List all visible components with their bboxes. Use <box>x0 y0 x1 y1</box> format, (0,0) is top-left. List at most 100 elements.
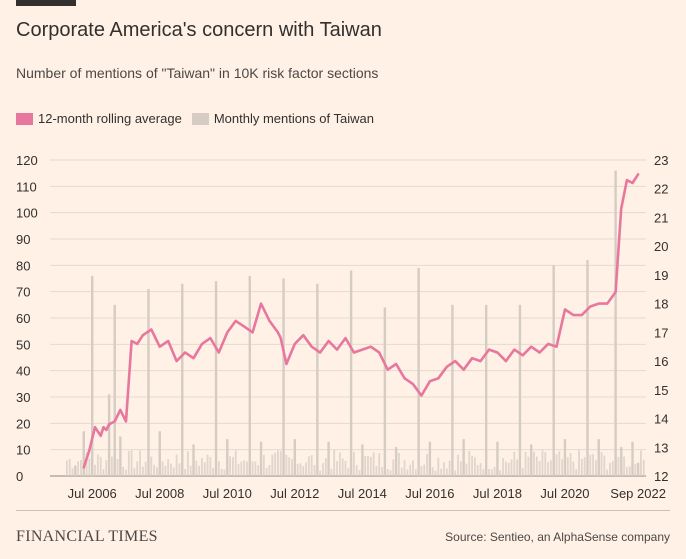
monthly-bar-minor <box>575 469 578 476</box>
monthly-bar-minor <box>161 461 164 476</box>
monthly-bar-minor <box>589 454 592 476</box>
monthly-bar-minor <box>606 469 609 476</box>
legend-item-rolling: 12-month rolling average <box>16 111 182 126</box>
monthly-bar-minor <box>77 461 80 476</box>
monthly-bar-minor <box>642 459 645 476</box>
monthly-bar-minor <box>136 461 139 476</box>
monthly-bar-minor <box>305 462 307 476</box>
legend: 12-month rolling average Monthly mention… <box>16 111 384 126</box>
monthly-bar-minor <box>324 458 327 476</box>
rolling-line-group <box>82 173 640 469</box>
monthly-bar-minor <box>189 465 192 476</box>
monthly-bar <box>614 170 617 476</box>
y-right-tick-label: 21 <box>654 210 668 225</box>
monthly-bar-minor <box>150 456 153 476</box>
monthly-bar-minor <box>88 458 91 476</box>
monthly-bar <box>181 283 184 476</box>
y-right-tick-label: 15 <box>654 383 668 398</box>
legend-label-rolling: 12-month rolling average <box>38 111 182 126</box>
monthly-bar-minor <box>217 461 220 476</box>
monthly-bar-minor <box>130 450 133 476</box>
monthly-bar-minor <box>454 470 457 476</box>
y-left-tick-label: 100 <box>16 206 38 221</box>
x-tick-label: Jul 2012 <box>270 486 319 501</box>
monthly-bar-minor <box>507 462 510 476</box>
chart-title: Corporate America's concern with Taiwan <box>16 19 382 41</box>
monthly-bar-minor <box>437 457 440 476</box>
monthly-bar-minor <box>533 451 535 476</box>
monthly-bar-minor <box>330 468 333 476</box>
monthly-bar-minor <box>285 454 288 476</box>
monthly-bar-minor <box>375 465 378 476</box>
monthly-bar-minor <box>420 465 423 476</box>
monthly-bar-minor <box>499 470 502 476</box>
monthly-bar <box>214 281 218 476</box>
monthly-bar-minor <box>611 460 614 476</box>
monthly-bar-minor <box>94 464 96 476</box>
monthly-bar <box>107 394 111 476</box>
monthly-bar-minor <box>527 456 530 476</box>
monthly-bar-minor <box>440 468 443 476</box>
monthly-bar-minor <box>122 467 125 476</box>
monthly-bar-minor <box>268 465 271 476</box>
monthly-bar-minor <box>617 456 620 476</box>
monthly-bar-minor <box>198 465 201 476</box>
x-tick-label: Jul 2014 <box>338 486 387 501</box>
monthly-bar-minor <box>476 465 479 476</box>
monthly-bar-minor <box>431 467 434 476</box>
monthly-bars <box>65 170 645 476</box>
chart-canvas: 0 10 20 30 40 50 60 70 80 90 100 110 120 12 13 14 15 16 17… <box>16 153 668 501</box>
monthly-bar-minor <box>600 452 603 476</box>
monthly-bar-minor <box>206 454 209 476</box>
monthly-bar-minor <box>479 463 482 476</box>
monthly-bar-minor <box>277 450 279 476</box>
monthly-bar-minor <box>381 467 383 476</box>
monthly-bar-minor <box>623 456 625 476</box>
legend-item-monthly: Monthly mentions of Taiwan <box>191 111 374 126</box>
source-note: Source: Sentieo, an AlphaSense company <box>445 530 670 544</box>
x-tick-label: Jul 2008 <box>135 486 184 501</box>
monthly-bar <box>484 304 488 476</box>
monthly-bar-minor <box>414 469 417 476</box>
monthly-bar <box>636 462 640 476</box>
ft-logo: FINANCIAL TIMES <box>16 528 158 545</box>
monthly-bar-minor <box>547 461 549 476</box>
monthly-bar-minor <box>254 461 257 476</box>
y-left-tick-label: 80 <box>16 258 30 273</box>
footer-divider <box>16 510 670 511</box>
legend-label-monthly: Monthly mentions of Taiwan <box>213 111 374 126</box>
y-right-tick-label: 12 <box>654 469 668 484</box>
monthly-bar-minor <box>127 450 130 476</box>
monthly-bar-minor <box>355 465 358 476</box>
monthly-bar-minor <box>457 454 459 476</box>
monthly-bar <box>226 439 229 476</box>
monthly-bar-minor <box>445 468 448 476</box>
monthly-bar <box>597 439 600 476</box>
monthly-bar-minor <box>482 469 485 476</box>
y-right-tick-label: 19 <box>654 268 668 283</box>
monthly-bar-minor <box>111 456 113 476</box>
monthly-bar-minor <box>524 451 527 476</box>
y-left-tick-label: 110 <box>16 179 37 194</box>
monthly-bar-minor <box>544 452 547 476</box>
monthly-bar-minor <box>369 456 372 476</box>
monthly-bar-minor <box>164 465 167 476</box>
monthly-bar <box>586 260 589 476</box>
monthly-bar-minor <box>195 460 198 476</box>
y-right-tick-label: 18 <box>654 297 668 312</box>
monthly-bar-minor <box>313 465 316 476</box>
monthly-bar-minor <box>288 457 291 476</box>
monthly-bar-minor <box>555 454 558 476</box>
monthly-bar-minor <box>569 453 572 476</box>
monthly-bar-minor <box>392 459 395 476</box>
monthly-bar-minor <box>609 462 611 476</box>
monthly-bar-minor <box>513 451 516 476</box>
monthly-bar-minor <box>426 454 428 476</box>
x-tick-label: Jul 2006 <box>68 486 117 501</box>
monthly-bar <box>394 447 398 476</box>
y-left-tick-label: 40 <box>16 364 30 379</box>
monthly-bar-minor <box>172 467 175 476</box>
x-tick-label: Jul 2020 <box>540 486 589 501</box>
y-left-tick-label: 60 <box>16 311 30 326</box>
monthly-bar-minor <box>465 463 468 476</box>
